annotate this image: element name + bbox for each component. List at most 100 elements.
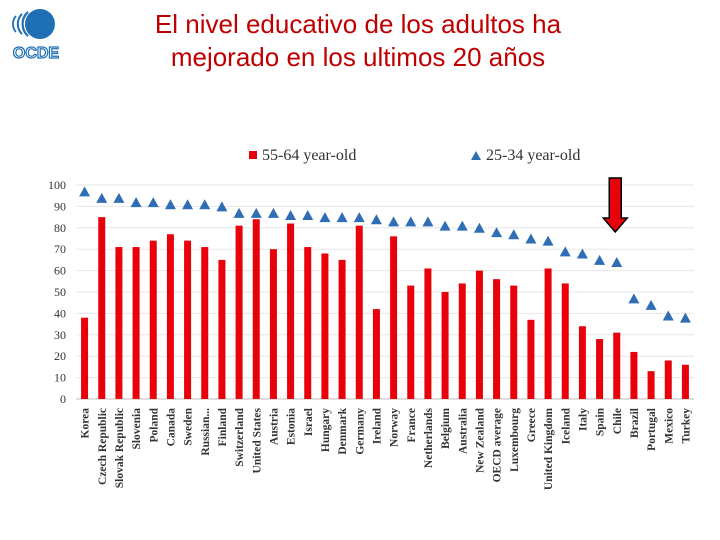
x-tick-label: Poland xyxy=(148,407,160,442)
triangle-19 xyxy=(388,216,400,227)
triangle-15 xyxy=(319,212,331,223)
x-tick-label: Israel xyxy=(303,408,315,436)
y-tick-label: 30 xyxy=(54,328,66,342)
bar-11 xyxy=(252,219,260,399)
x-tick-label: Slovak Republic xyxy=(114,408,126,488)
bar-29 xyxy=(561,283,569,399)
legend-triangle-swatch xyxy=(471,151,481,160)
x-tick-label: Spain xyxy=(595,407,607,436)
triangle-36 xyxy=(679,312,691,323)
y-tick-label: 90 xyxy=(54,199,66,213)
x-tick-label: Portugal xyxy=(646,408,658,451)
x-tick-label: France xyxy=(406,408,418,442)
triangle-14 xyxy=(302,209,314,220)
bar-22 xyxy=(441,292,449,399)
triangle-13 xyxy=(285,209,297,220)
triangle-18 xyxy=(370,214,382,225)
bar-9 xyxy=(218,259,226,399)
bar-14 xyxy=(304,247,312,399)
legend-label-55-64: 55-64 year-old xyxy=(262,147,356,164)
triangle-4 xyxy=(130,197,142,208)
triangle-22 xyxy=(439,220,451,231)
x-tick-label: Ireland xyxy=(371,407,383,444)
chart-svg: 0 10 20 30 40 50 60 70 80 90 100 Korea Czech Republi… xyxy=(48,147,694,490)
triangle-33 xyxy=(628,293,640,304)
bar-18 xyxy=(372,309,380,399)
bar-19 xyxy=(390,236,398,399)
y-tick-label: 10 xyxy=(54,371,66,385)
bar-33 xyxy=(630,351,638,399)
y-tick-label: 80 xyxy=(54,221,66,235)
triangle-25 xyxy=(491,227,503,238)
bar-16 xyxy=(338,259,346,399)
bar-5 xyxy=(149,240,157,399)
page-title: El nivel educativo de los adultos ha mej… xyxy=(78,8,638,74)
x-tick-label: Luxembourg xyxy=(509,408,521,472)
ocde-logo-icon: OCDE xyxy=(12,9,60,63)
bar-23 xyxy=(458,283,466,399)
bar-30 xyxy=(578,326,586,399)
bar-1 xyxy=(81,317,89,399)
triangle-21 xyxy=(422,216,434,227)
x-tick-label: Canada xyxy=(165,408,177,447)
triangle-27 xyxy=(525,233,537,244)
bar-35 xyxy=(664,360,672,399)
bar-27 xyxy=(527,319,535,399)
x-tick-label: Germany xyxy=(354,408,366,455)
x-tick-label: Chile xyxy=(612,408,624,434)
triangle-5 xyxy=(147,197,159,208)
bar-2 xyxy=(98,217,106,399)
x-tick-label: Greece xyxy=(526,408,538,442)
bar-36 xyxy=(681,364,689,399)
x-tick-label: Iceland xyxy=(560,407,572,444)
title-line-1: El nivel educativo de los adultos ha xyxy=(154,9,562,39)
x-tick-label: Sweden xyxy=(183,407,195,445)
x-tick-label: Australia xyxy=(457,408,469,454)
triangle-6 xyxy=(164,199,176,210)
triangle-16 xyxy=(336,212,348,223)
bar-31 xyxy=(596,339,604,399)
x-tick-label: Czech Republic xyxy=(97,408,109,485)
triangle-26 xyxy=(508,229,520,240)
bar-15 xyxy=(321,253,329,399)
triangle-28 xyxy=(542,235,554,246)
triangle-9 xyxy=(216,201,228,212)
bar-24 xyxy=(475,270,483,399)
triangle-2 xyxy=(96,192,108,203)
bar-10 xyxy=(235,225,243,399)
triangle-20 xyxy=(405,216,417,227)
bar-13 xyxy=(287,223,295,399)
x-tick-label: Hungary xyxy=(320,408,332,452)
x-tick-label: Switzerland xyxy=(234,407,246,466)
triangle-7 xyxy=(182,199,194,210)
x-tick-label: Korea xyxy=(80,408,92,439)
logo-text: OCDE xyxy=(13,45,60,62)
triangle-24 xyxy=(473,222,485,233)
triangle-11 xyxy=(250,207,262,218)
x-tick-label: Brazil xyxy=(629,408,641,438)
x-tick-label: Austria xyxy=(268,408,280,445)
bar-26 xyxy=(510,285,518,399)
triangle-31 xyxy=(594,254,606,265)
triangle-29 xyxy=(559,246,571,257)
bar-25 xyxy=(493,279,501,399)
x-tick-label: Denmark xyxy=(337,407,349,454)
bar-3 xyxy=(115,247,123,399)
bar-21 xyxy=(424,268,432,399)
y-tick-label: 20 xyxy=(54,349,66,363)
ocde-logo: OCDE xyxy=(6,6,62,63)
y-tick-label: 0 xyxy=(60,392,66,406)
bar-20 xyxy=(407,285,415,399)
x-tick-label: Slovenia xyxy=(131,408,143,450)
x-tick-label: Mexico xyxy=(663,408,675,444)
bar-7 xyxy=(184,240,192,399)
title-line-2: mejorado en los ultimos 20 años xyxy=(170,42,546,72)
triangle-8 xyxy=(199,199,211,210)
y-tick-label: 70 xyxy=(54,242,66,256)
y-tick-label: 40 xyxy=(54,306,66,320)
x-tick-label: New Zealand xyxy=(474,407,486,472)
legend-bar-swatch xyxy=(249,151,257,159)
triangle-34 xyxy=(645,299,657,310)
triangle-35 xyxy=(662,310,674,321)
y-tick-label: 60 xyxy=(54,264,66,278)
